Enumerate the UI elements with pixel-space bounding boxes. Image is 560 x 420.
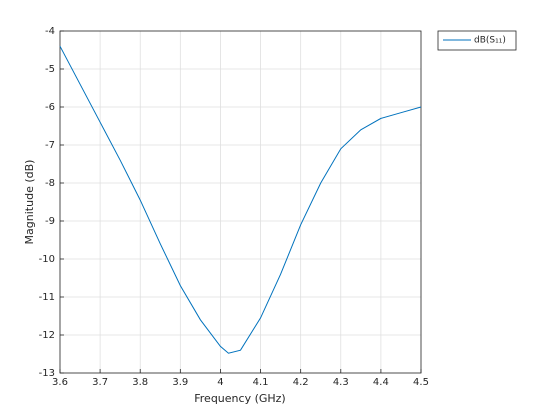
x-tick-label: 3.7 bbox=[92, 377, 108, 388]
y-tick-label: -13 bbox=[39, 368, 55, 379]
x-tick-label: 3.8 bbox=[132, 377, 148, 388]
x-tick-label: 4.2 bbox=[293, 377, 309, 388]
y-tick-label: -8 bbox=[45, 178, 55, 189]
x-tick-label: 3.9 bbox=[172, 377, 188, 388]
legend-label: dB(S₁₁) bbox=[474, 36, 506, 46]
y-axis-label: Magnitude (dB) bbox=[23, 160, 36, 245]
x-tick-label: 4.3 bbox=[333, 377, 349, 388]
x-axis-label: Frequency (GHz) bbox=[194, 392, 285, 405]
x-tick-label: 3.6 bbox=[52, 377, 68, 388]
data-line bbox=[59, 45, 422, 354]
y-tick-label: -4 bbox=[45, 26, 55, 37]
y-tick-label: -11 bbox=[39, 292, 55, 303]
legend-box bbox=[437, 30, 517, 51]
x-tick-label: 4.5 bbox=[413, 377, 429, 388]
x-tick-label: 4.1 bbox=[253, 377, 269, 388]
y-tick-label: -7 bbox=[45, 140, 55, 151]
y-tick-label: -5 bbox=[45, 64, 55, 75]
y-tick-label: -9 bbox=[45, 216, 55, 227]
x-tick-label: 4 bbox=[217, 377, 223, 388]
y-tick-label: -12 bbox=[39, 330, 55, 341]
y-tick-label: -6 bbox=[45, 102, 55, 113]
y-tick-label: -10 bbox=[39, 254, 55, 265]
x-tick-label: 4.4 bbox=[373, 377, 389, 388]
axes-box bbox=[59, 30, 422, 374]
